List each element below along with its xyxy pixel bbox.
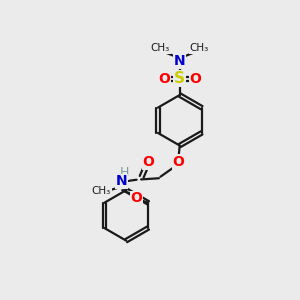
Text: O: O	[130, 191, 142, 205]
Text: O: O	[189, 72, 201, 86]
Text: H: H	[119, 167, 129, 179]
Text: O: O	[172, 155, 184, 169]
Text: CH₃: CH₃	[151, 44, 170, 53]
Text: S: S	[174, 71, 185, 86]
Text: CH₃: CH₃	[189, 44, 209, 53]
Text: O: O	[158, 72, 170, 86]
Text: O: O	[142, 155, 154, 169]
Text: N: N	[116, 174, 128, 188]
Text: CH₃: CH₃	[92, 186, 111, 196]
Text: N: N	[174, 54, 185, 68]
